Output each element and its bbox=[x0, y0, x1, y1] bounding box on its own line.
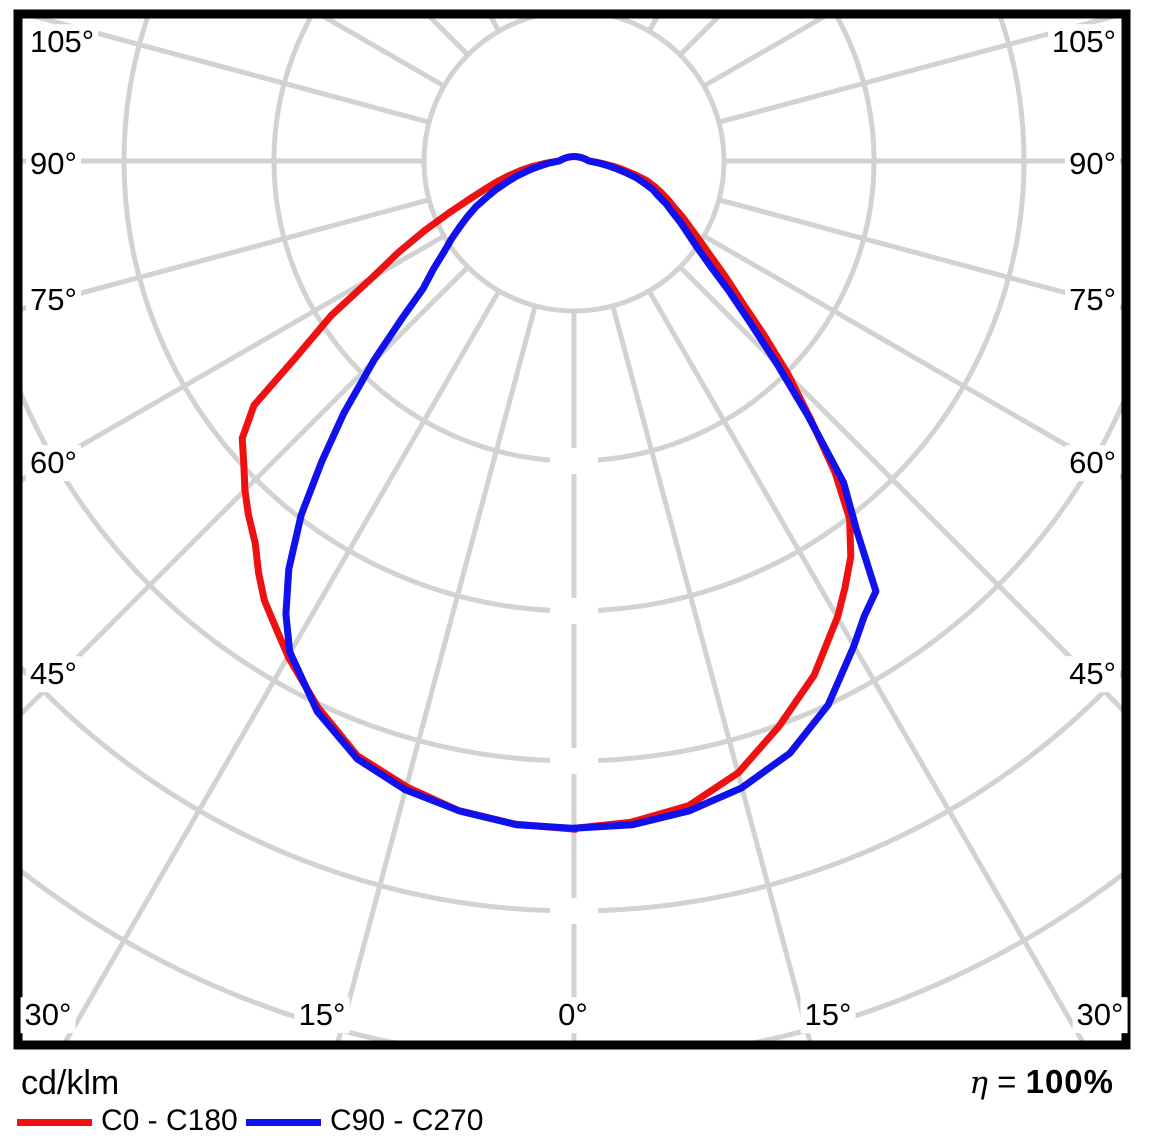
legend-label-c0-c180: C0 - C180 bbox=[101, 1104, 238, 1137]
intensity-curves bbox=[238, 153, 880, 833]
radial-value-box bbox=[550, 448, 598, 474]
grid-ring bbox=[18, 379, 1126, 764]
angle-label-right: 105° bbox=[1047, 24, 1120, 60]
angle-label-right: 90° bbox=[1065, 146, 1120, 182]
grid-radial-line bbox=[678, 265, 1126, 717]
legend-swatch-c90-c270 bbox=[246, 1119, 321, 1126]
legend-label-c90-c270: C90 - C270 bbox=[330, 1104, 484, 1137]
angle-label-left: 90° bbox=[26, 146, 81, 182]
radial-value-box bbox=[550, 1048, 598, 1074]
legend-swatch-c0-c180 bbox=[17, 1119, 92, 1126]
grid-radial-line bbox=[18, 265, 470, 721]
angle-label-right: 45° bbox=[1065, 656, 1120, 692]
radial-value-box bbox=[550, 598, 598, 624]
eta-value: 100% bbox=[1025, 1063, 1114, 1100]
eta-symbol: η bbox=[969, 1065, 988, 1101]
grid-radial-line bbox=[60, 289, 502, 1045]
angle-label-bottom: 30° bbox=[20, 997, 76, 1033]
angle-label-right: 75° bbox=[1065, 282, 1120, 318]
angle-label-bottom: 0° bbox=[554, 997, 592, 1033]
angle-label-bottom: 30° bbox=[1072, 997, 1128, 1033]
radial-value-box bbox=[550, 748, 598, 774]
grid-radial-line bbox=[18, 197, 430, 313]
angle-label-right: 60° bbox=[1065, 445, 1120, 481]
grid-radial-line bbox=[702, 233, 1126, 483]
plot-frame bbox=[13, 9, 1131, 1050]
grid-radial-line bbox=[610, 305, 814, 1045]
grid-radial-line bbox=[18, 233, 446, 485]
eta-equals: = bbox=[997, 1063, 1017, 1100]
legend: C0 - C180 C90 - C270 bbox=[0, 1103, 1164, 1139]
grid-radial-line bbox=[334, 305, 538, 1045]
angle-label-bottom: 15° bbox=[294, 997, 350, 1033]
grid-ring bbox=[421, 14, 727, 314]
angle-label-left: 75° bbox=[26, 282, 81, 318]
efficiency-readout: η = 100% bbox=[969, 1063, 1114, 1101]
curve-c90-c270 bbox=[282, 153, 880, 832]
grid-radial-line bbox=[718, 14, 1126, 125]
angle-label-left: 60° bbox=[26, 445, 81, 481]
angle-label-left: 45° bbox=[26, 656, 81, 692]
radial-unit-label: cd/klm bbox=[21, 1064, 120, 1102]
radial-value-box bbox=[550, 898, 598, 924]
angle-label-left: 105° bbox=[26, 24, 99, 60]
grid-radial-line bbox=[718, 197, 1126, 312]
angle-label-bottom: 15° bbox=[800, 997, 856, 1033]
grid-radial-line bbox=[18, 14, 430, 125]
grid-radial-line bbox=[646, 289, 1088, 1045]
